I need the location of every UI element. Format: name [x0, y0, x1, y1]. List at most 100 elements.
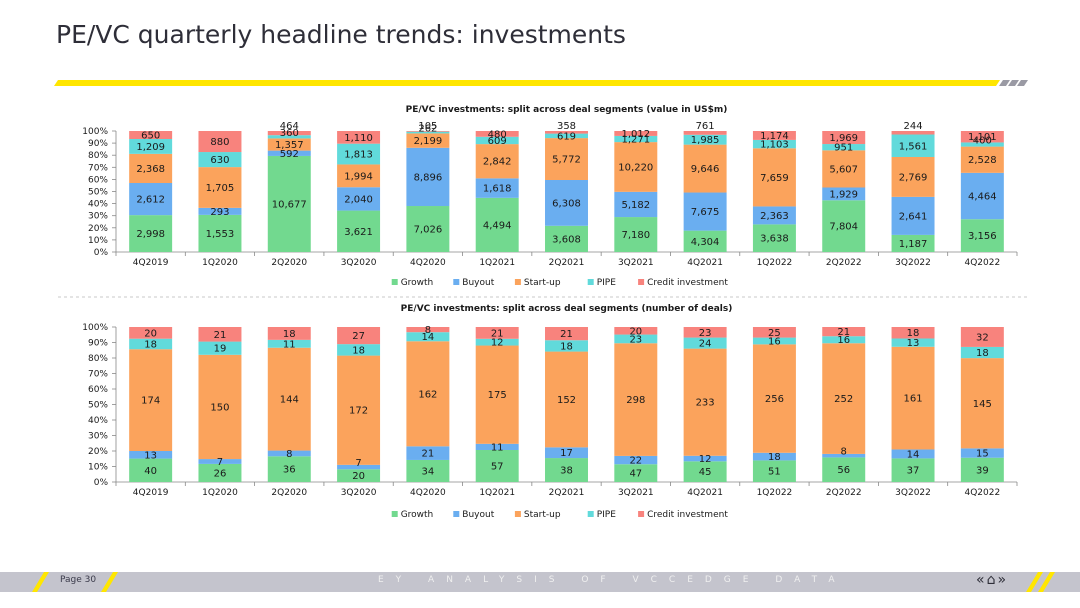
bar-segment	[822, 187, 866, 201]
x-tick-label: 3Q2022	[895, 258, 931, 268]
legend-label: PIPE	[597, 278, 617, 288]
bar-segment	[822, 453, 866, 458]
data-label: 7	[355, 458, 361, 469]
bar-segment	[752, 148, 796, 207]
chart-title: PE/VC investments: split across deal seg…	[401, 304, 733, 314]
next-page-icon[interactable]: »	[997, 572, 1007, 588]
data-label: 45	[699, 467, 712, 478]
legend-swatch	[391, 279, 398, 285]
bar-segment	[683, 337, 727, 349]
data-label: 1,618	[483, 184, 512, 195]
data-label: 32	[976, 332, 989, 343]
data-label: 2,368	[136, 164, 165, 175]
data-label: 1,271	[621, 135, 650, 146]
data-label: 56	[837, 465, 850, 476]
footer-stripe	[32, 572, 49, 592]
bar-segment	[475, 345, 519, 444]
data-label: 3,156	[968, 231, 997, 242]
data-label: 1,101	[968, 132, 997, 143]
bar-segment	[406, 446, 450, 460]
bar-segment	[475, 443, 519, 450]
data-label: 11	[283, 339, 296, 350]
bar-segment	[891, 346, 935, 450]
data-label: 15	[976, 449, 989, 460]
data-label: 18	[144, 339, 157, 350]
bar-segment	[129, 215, 173, 252]
data-label: 37	[907, 466, 920, 477]
yellow-accent-bar	[54, 80, 1000, 86]
data-label: 298	[626, 395, 645, 406]
data-label: 21	[214, 330, 227, 341]
bar-segment	[475, 449, 519, 482]
x-tick-label: 4Q2019	[133, 488, 169, 498]
data-label: 1,929	[829, 189, 858, 200]
bar-segment	[960, 346, 1004, 359]
bar-segment	[960, 219, 1004, 252]
bar-segment	[822, 144, 866, 151]
bar-segment	[337, 131, 381, 144]
bar-segment	[545, 131, 588, 134]
x-tick-label: 4Q2020	[410, 258, 446, 268]
footer-bar: Page 30 EY ANALYSIS OF VCCEDGE DATA «⌂»	[0, 572, 1080, 592]
bar-segment	[891, 156, 935, 197]
data-label: 1,994	[344, 171, 373, 182]
y-tick-label: 80%	[88, 354, 108, 364]
data-label: 2,842	[483, 157, 512, 168]
data-label: 1,187	[899, 239, 928, 250]
legend-swatch	[514, 279, 521, 285]
y-tick-label: 0%	[94, 478, 109, 488]
bar-segment	[545, 327, 588, 341]
bar-segment	[960, 448, 1004, 458]
bar-segment	[337, 355, 381, 465]
bar-segment	[337, 187, 381, 211]
bar-segment	[891, 131, 935, 135]
data-label: 592	[280, 149, 299, 160]
data-label: 650	[141, 130, 160, 141]
grey-accent-stripe	[1017, 80, 1028, 86]
data-label: 16	[837, 335, 850, 346]
legend-swatch	[638, 279, 645, 285]
bar-segment	[129, 349, 173, 451]
bar-segment	[545, 225, 588, 252]
y-tick-label: 0%	[94, 248, 109, 258]
data-label: 293	[210, 207, 229, 218]
bar-segment	[406, 459, 450, 482]
legend-label: Growth	[401, 278, 434, 288]
data-label: 252	[834, 394, 853, 405]
y-tick-label: 10%	[88, 463, 108, 473]
data-label: 480	[488, 129, 507, 140]
bar-segment	[198, 459, 242, 464]
data-label: 7,180	[621, 230, 650, 241]
data-label: 464	[280, 121, 299, 132]
data-label: 6,308	[552, 198, 581, 209]
home-icon[interactable]: ⌂	[986, 572, 996, 588]
data-label: 244	[903, 121, 922, 132]
data-label: 1,110	[344, 133, 373, 144]
data-label: 10,220	[618, 162, 653, 173]
previous-page-icon[interactable]: «	[976, 572, 985, 588]
data-label: 23	[699, 328, 712, 339]
bar-segment	[267, 150, 311, 156]
data-label: 38	[560, 466, 573, 477]
bar-segment	[683, 455, 727, 462]
data-label: 1,561	[899, 141, 928, 152]
data-label: 1,012	[621, 129, 650, 140]
bar-segment	[960, 327, 1004, 347]
x-tick-label: 2Q2022	[826, 488, 862, 498]
bar-segment	[198, 131, 242, 153]
data-label: 5,182	[621, 200, 650, 211]
data-label: 4,494	[483, 220, 512, 231]
legend-label: Start-up	[524, 510, 561, 520]
data-label: 4,464	[968, 192, 997, 203]
data-label: 24	[699, 339, 712, 350]
y-tick-label: 80%	[88, 151, 108, 161]
legend-swatch	[587, 511, 594, 517]
bar-segment	[545, 458, 588, 482]
data-label: 47	[629, 469, 642, 480]
y-tick-label: 50%	[88, 401, 108, 411]
data-label: 18	[976, 348, 989, 359]
data-label: 22	[629, 456, 642, 467]
x-tick-label: 2Q2021	[549, 258, 585, 268]
bar-segment	[891, 134, 935, 157]
bar-segment	[198, 152, 242, 168]
